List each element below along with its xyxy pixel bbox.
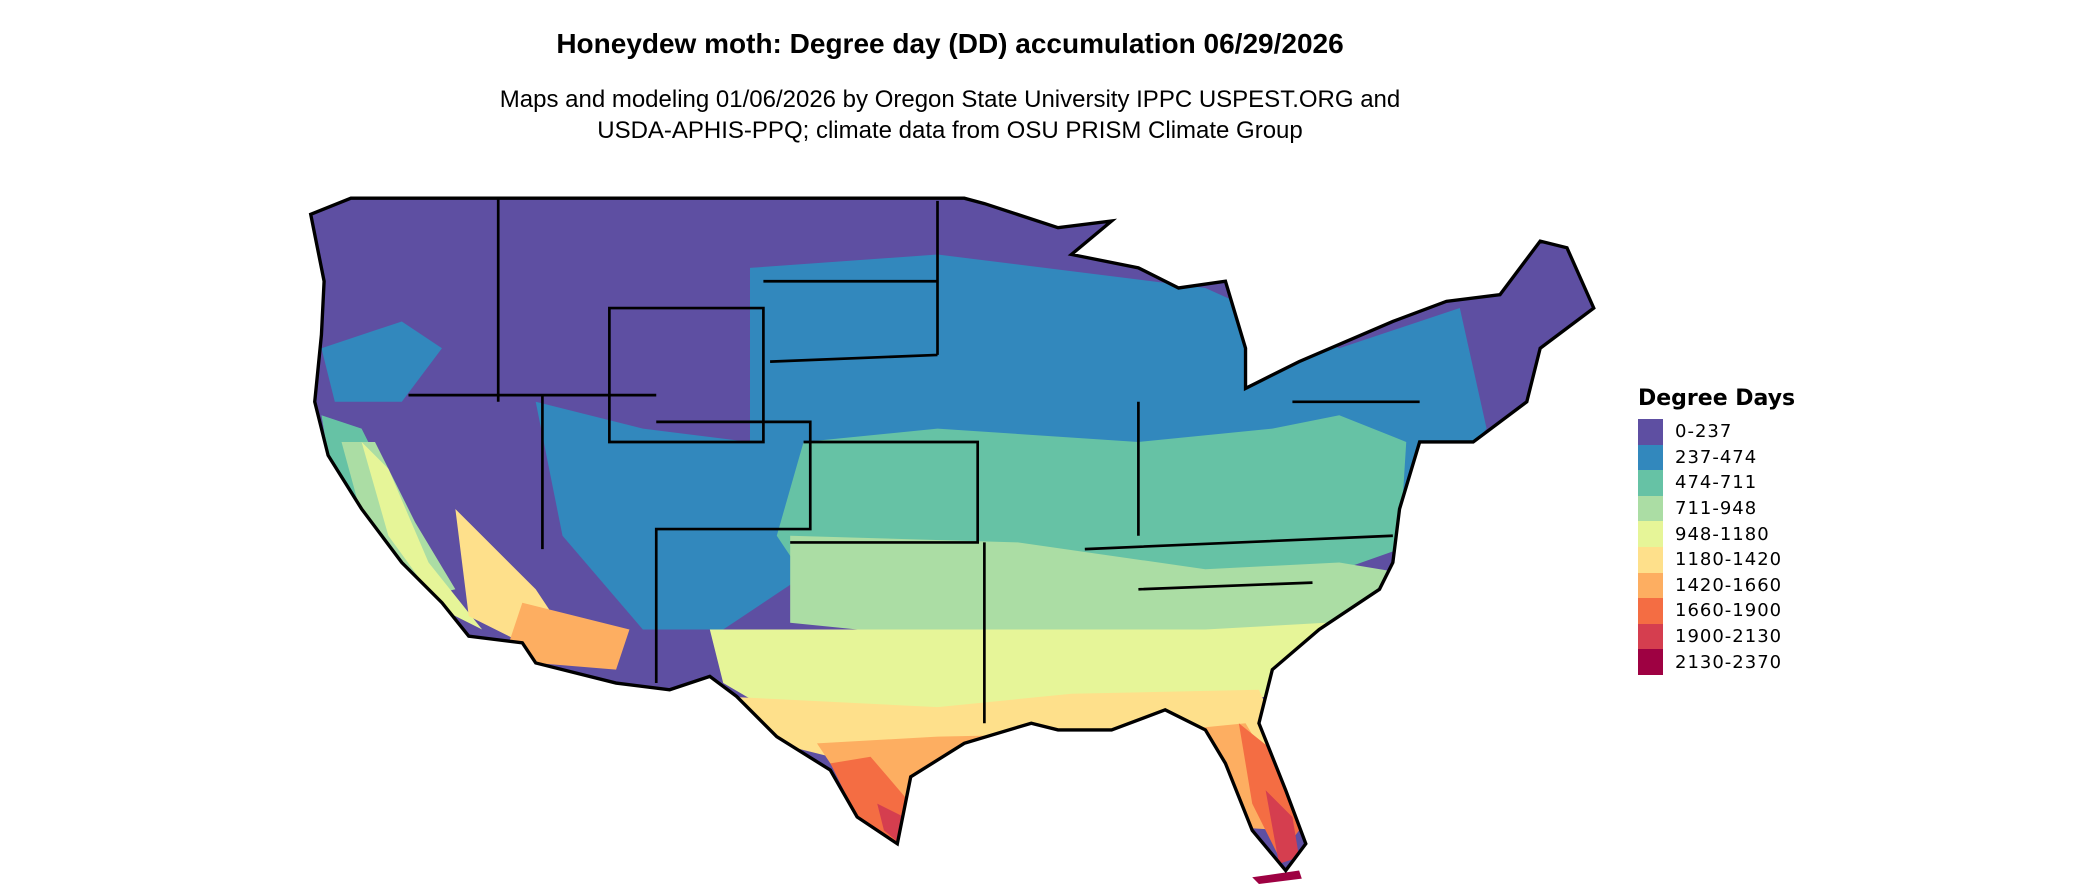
legend-swatch — [1638, 495, 1663, 522]
legend-label: 1660-1900 — [1675, 600, 1783, 622]
legend-label: 474-711 — [1675, 472, 1758, 494]
subtitle-line-1: Maps and modeling 01/06/2026 by Oregon S… — [499, 86, 1401, 113]
legend-swatch — [1638, 598, 1663, 624]
legend-item: 1660-1900 — [1638, 598, 1795, 624]
legend-item: 237-474 — [1638, 444, 1795, 471]
legend-title: Degree Days — [1638, 386, 1796, 411]
legend-item: 2130-2370 — [1638, 649, 1795, 675]
legend-label: 0-237 — [1675, 421, 1733, 443]
legend-label: 1900-2130 — [1675, 626, 1783, 648]
zone-1900-2130 — [877, 790, 1300, 864]
legend-item: 1900-2130 — [1638, 623, 1795, 650]
legend-label: 711-948 — [1675, 498, 1758, 520]
legend-item: 711-948 — [1638, 495, 1795, 522]
legend-item: 0-237 — [1638, 419, 1795, 445]
legend-label: 237-474 — [1675, 446, 1758, 468]
legend-item: 948-1180 — [1638, 521, 1795, 547]
legend-swatch — [1638, 546, 1663, 573]
legend-item: 474-711 — [1638, 470, 1795, 496]
zone-948-1180 — [361, 441, 1326, 730]
legend-item: 1180-1420 — [1638, 546, 1795, 573]
zone-711-948 — [341, 441, 1420, 650]
legend-swatch — [1638, 521, 1663, 547]
zone-1660-1900 — [830, 723, 1300, 858]
state-borders — [408, 198, 1420, 724]
legend-swatch — [1638, 470, 1663, 496]
zone-1180-1420 — [455, 508, 1286, 764]
map-subtitle: Maps and modeling 01/06/2026 by Oregon S… — [0, 84, 1900, 146]
legend: Degree Days 0-237 237-474 474-711 711-948 94… — [1638, 386, 1795, 675]
legend-swatch — [1638, 623, 1663, 650]
legend-label: 948-1180 — [1675, 523, 1770, 545]
legend-swatch — [1638, 649, 1663, 675]
legend-label: 1180-1420 — [1675, 549, 1783, 571]
legend-swatch — [1638, 419, 1663, 445]
legend-swatch — [1638, 444, 1663, 471]
map-title: Honeydew moth: Degree day (DD) accumulat… — [556, 28, 1344, 59]
legend-label: 1420-1660 — [1675, 574, 1783, 596]
legend-swatch — [1638, 572, 1663, 599]
legend-item: 1420-1660 — [1638, 572, 1795, 599]
legend-label: 2130-2370 — [1675, 651, 1783, 673]
subtitle-line-2: USDA-APHIS-PPQ; climate data from OSU PR… — [597, 117, 1303, 144]
zone-2130-2370 — [1252, 870, 1302, 884]
